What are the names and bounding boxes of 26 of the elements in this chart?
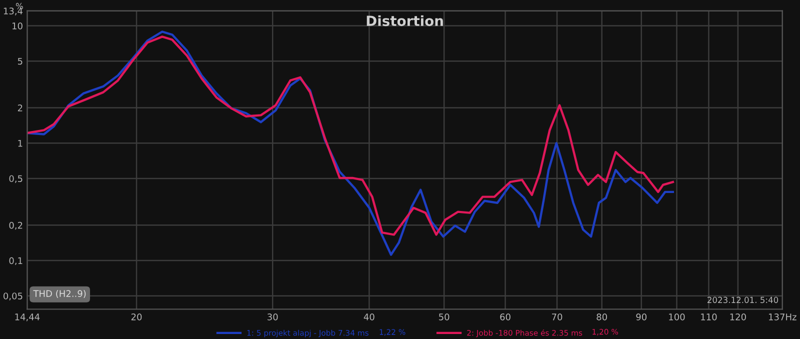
y-tick-label: 0,2: [9, 222, 22, 230]
chart-title: Distortion: [366, 15, 443, 26]
x-tick-label: 90: [636, 313, 647, 320]
y-tick-label: 0,05: [4, 292, 22, 300]
y-tick-label: 10: [12, 22, 22, 30]
y-tick-label: 2: [18, 104, 22, 112]
x-tick-label: 30: [268, 313, 278, 320]
x-tick-label: 40: [364, 313, 374, 320]
y-tick-label: 0,5: [9, 175, 22, 183]
x-tick-label: 50: [439, 313, 450, 320]
annotation: THD (H2..9): [33, 290, 86, 298]
annotation: 2023.12.01. 5:40: [708, 296, 778, 304]
x-tick-label: 110: [701, 313, 717, 320]
x-tick-label: 70: [552, 313, 562, 320]
x-tick-label: 60: [500, 313, 510, 320]
y-tick-label: 13,4: [4, 8, 23, 16]
y-tick-label: 0,1: [9, 257, 22, 265]
x-tick-label: 100: [669, 313, 685, 320]
y-tick-label: 5: [18, 58, 22, 65]
y-axis-title: %: [16, 2, 23, 10]
y-tick-label: 1: [18, 140, 22, 147]
x-tick-label: 14,44: [15, 314, 40, 322]
x-tick-label: 20: [131, 313, 142, 320]
x-tick-label: 80: [596, 313, 607, 320]
x-tick-label: 137Hz: [769, 313, 796, 320]
x-tick-label: 120: [730, 313, 746, 320]
